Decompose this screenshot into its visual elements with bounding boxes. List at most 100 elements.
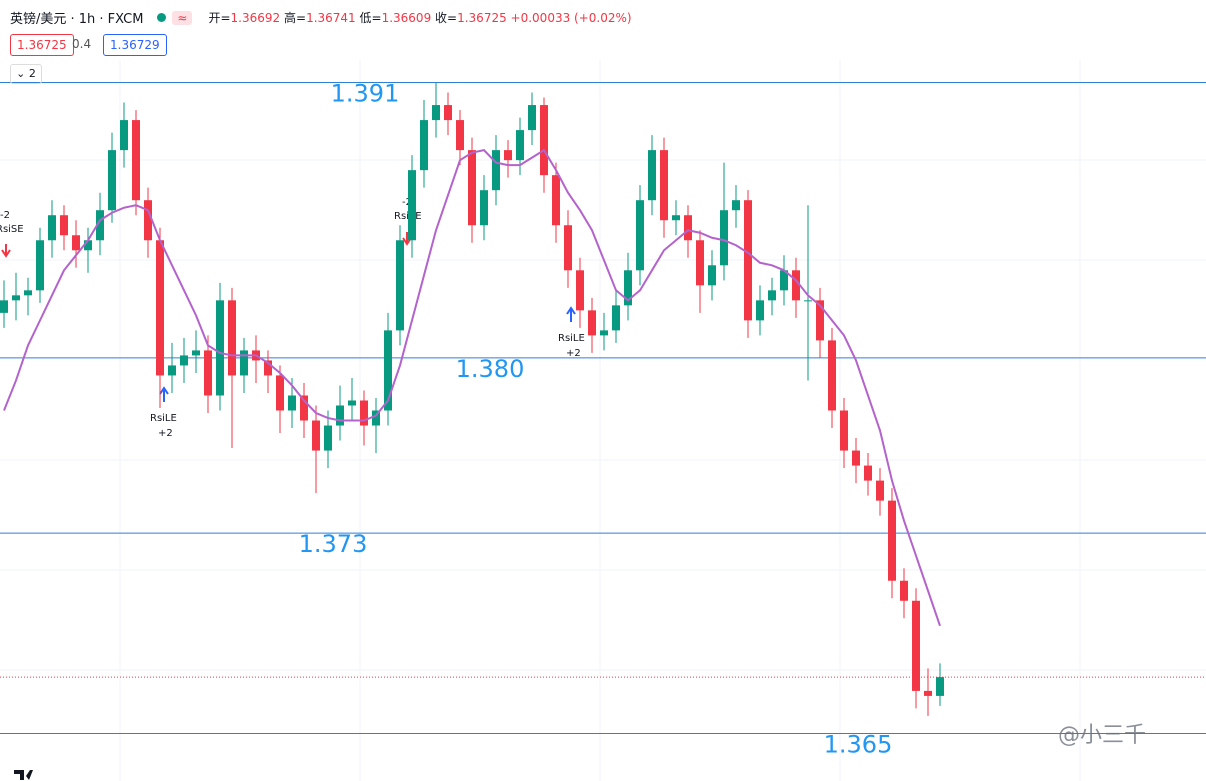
candle-body <box>12 295 20 301</box>
buy-arrow <box>566 306 576 322</box>
symbol[interactable]: 英镑/美元 · 1h · FXCM <box>10 12 144 27</box>
signal-name: RsiSE <box>0 224 24 235</box>
candle-body <box>780 270 788 291</box>
candle-body <box>600 330 608 336</box>
candle-body <box>24 290 32 296</box>
level-label: 1.373 <box>299 530 368 558</box>
grid <box>0 60 1206 781</box>
signal-name: RsiLE <box>150 413 177 424</box>
candle-body <box>48 215 56 241</box>
candle-body <box>348 400 356 406</box>
candle-body <box>744 200 752 321</box>
candle-body <box>768 290 776 301</box>
candle-body <box>828 340 836 411</box>
sell-arrow <box>1 244 11 258</box>
signals: -2 RsiSE RsiLE +2 -2 RsiSE RsiLE +2 <box>0 197 585 439</box>
candle-body <box>192 350 200 356</box>
candle-body <box>540 105 548 176</box>
level-label: 1.391 <box>331 80 400 108</box>
candle-body <box>444 105 452 121</box>
bid[interactable]: 1.36725 <box>10 34 74 56</box>
candle-body <box>912 600 920 691</box>
candle-body <box>384 330 392 411</box>
candle-body <box>864 465 872 481</box>
candle-body <box>672 215 680 221</box>
candle-body <box>300 395 308 421</box>
candle-body <box>924 690 932 696</box>
candle-body <box>732 200 740 211</box>
candle-body <box>468 150 476 226</box>
candle-body <box>792 270 800 301</box>
candle-body <box>420 120 428 171</box>
candle-body <box>492 150 500 191</box>
candle-body <box>900 580 908 601</box>
signal-name: RsiLE <box>558 333 585 344</box>
candle-body <box>180 355 188 366</box>
ohlc-value: 1.36609 <box>381 11 432 25</box>
market-icon: ≈ <box>172 10 193 25</box>
candle-body <box>156 240 164 376</box>
candle-body <box>888 500 896 581</box>
moving-average <box>3 148 941 627</box>
candle-body <box>528 105 536 131</box>
candle-body <box>36 240 44 291</box>
ohlc-value: 1.36725 <box>457 11 507 25</box>
candle-body <box>360 400 368 426</box>
candle-body <box>72 235 80 251</box>
candle-body <box>504 150 512 161</box>
collapse-count: 2 <box>28 67 36 80</box>
candle-body <box>96 210 104 241</box>
candle-body <box>756 300 764 321</box>
candle-body <box>372 410 380 426</box>
buy-arrow <box>159 386 169 402</box>
signal-name: RsiSE <box>394 211 422 222</box>
candle-body <box>516 130 524 161</box>
candle-body <box>312 420 320 451</box>
candle-body <box>408 170 416 241</box>
candle-body <box>336 405 344 426</box>
candle-body <box>696 240 704 286</box>
candle-body <box>936 677 944 696</box>
ask[interactable]: 1.36729 <box>103 34 167 56</box>
candle-body <box>396 240 404 331</box>
ohlc: 开=1.36692 高=1.36741 低=1.36609 收=1.36725 … <box>208 9 631 26</box>
watermark: @小三千 <box>1058 723 1146 748</box>
candle-body <box>552 175 560 226</box>
sell-arrow <box>402 232 412 246</box>
change: +0.00033 (+0.02%) <box>510 11 632 25</box>
candle-body <box>240 350 248 376</box>
candle-body <box>264 360 272 376</box>
signal-qty: -2 <box>0 210 10 221</box>
candle-body <box>252 350 260 361</box>
candle-body <box>168 365 176 376</box>
candle-body <box>324 425 332 451</box>
collapse-button[interactable]: ⌄ 2 <box>10 64 42 84</box>
candle-body <box>804 300 812 302</box>
candle-body <box>0 300 8 313</box>
candle-body <box>108 150 116 211</box>
ohlc-value: 1.36741 <box>306 11 356 25</box>
level-label: 1.380 <box>456 355 525 383</box>
candle-body <box>852 450 860 466</box>
candle-body <box>120 120 128 151</box>
candle-body <box>876 480 884 501</box>
candle-body <box>84 240 92 251</box>
candle-body <box>660 150 668 221</box>
candle-body <box>612 305 620 331</box>
candle-body <box>456 120 464 151</box>
candle-body <box>636 200 644 271</box>
spread: 0.4 <box>72 37 92 51</box>
candle-body <box>132 120 140 201</box>
candle-body <box>276 375 284 411</box>
candle-body <box>288 395 296 411</box>
candle-body <box>588 310 596 336</box>
candle-body <box>624 270 632 306</box>
candle-body <box>144 200 152 241</box>
ohlc-label: 收= <box>435 11 458 25</box>
candle-body <box>60 215 68 236</box>
candle-body <box>564 225 572 271</box>
ohlc-label: 低= <box>359 11 382 25</box>
signal-qty: -2 <box>402 197 412 208</box>
